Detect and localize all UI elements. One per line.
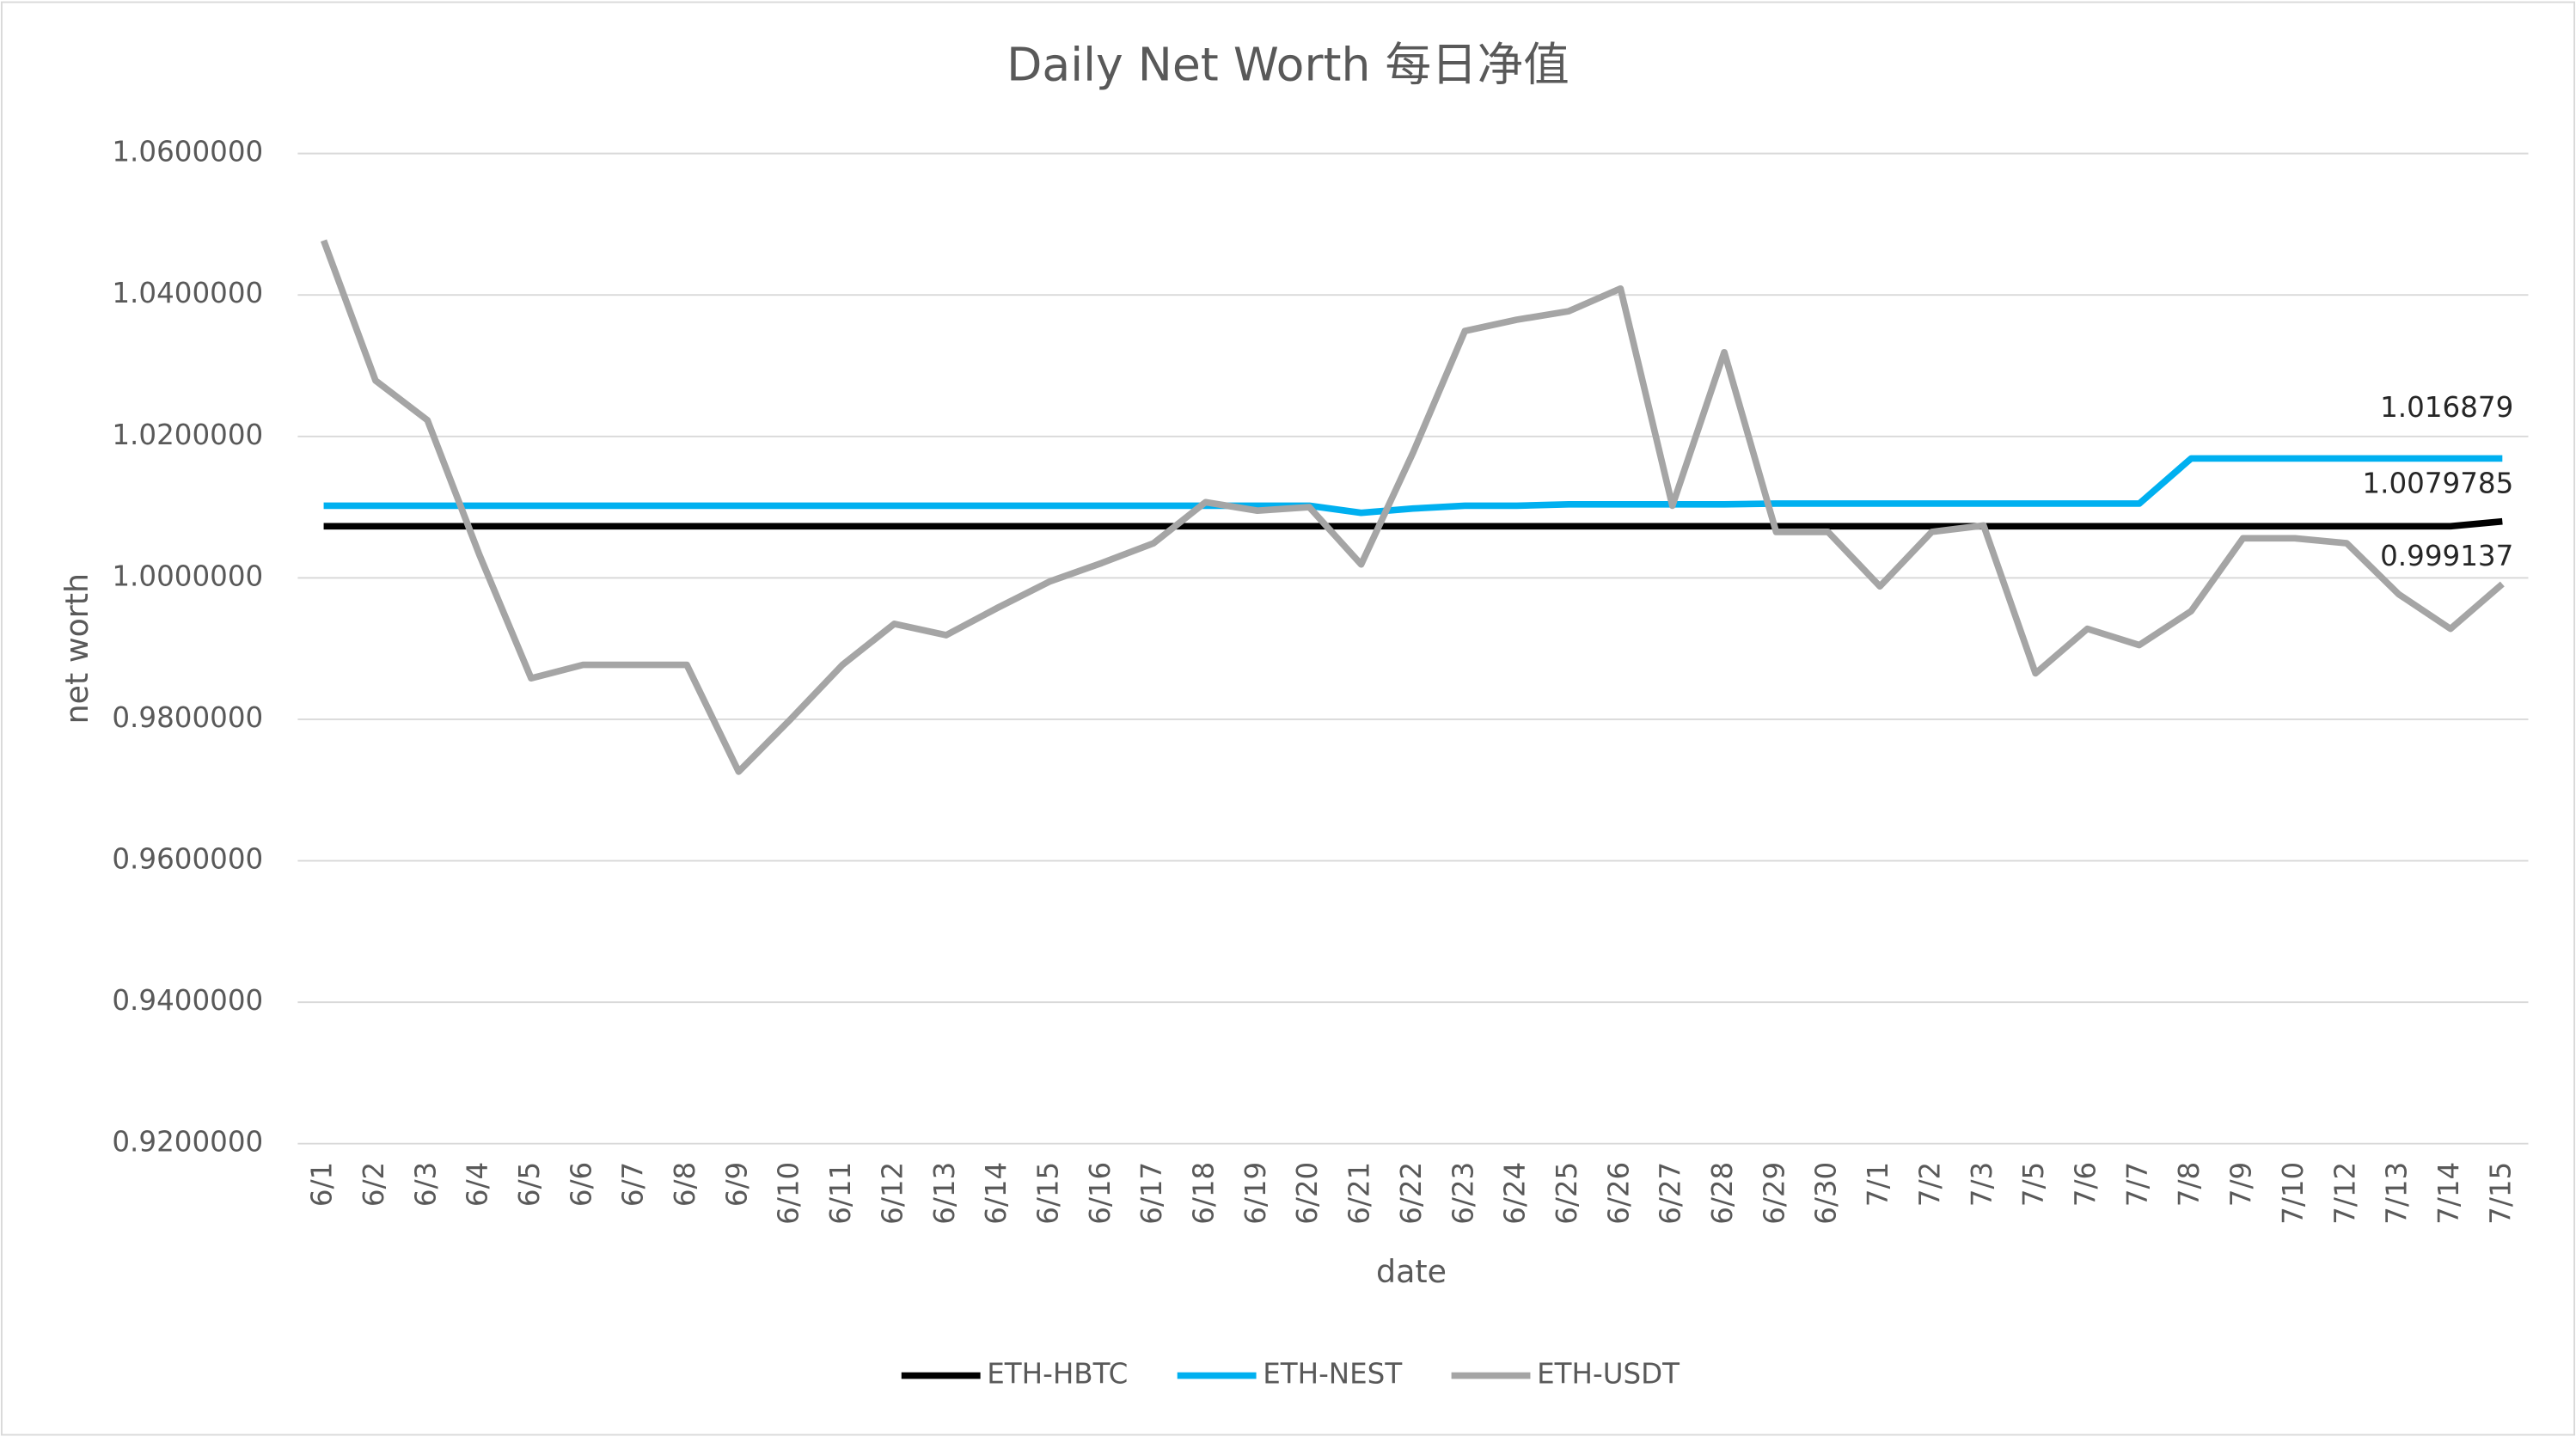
- series-line: [323, 455, 2503, 517]
- x-tick-label: 6/20: [1291, 1162, 1324, 1225]
- x-tick-label: 6/29: [1758, 1162, 1790, 1225]
- data-label: 1.016879: [2380, 391, 2513, 424]
- x-tick-label: 7/8: [2173, 1162, 2206, 1207]
- x-tick-label: 6/15: [1031, 1162, 1064, 1225]
- x-tick-label: 6/21: [1343, 1162, 1376, 1225]
- x-tick-label: 7/5: [2017, 1162, 2050, 1207]
- x-tick-label: 6/26: [1602, 1162, 1635, 1225]
- y-tick-label: 0.9800000: [112, 701, 263, 734]
- x-tick-label: 7/10: [2277, 1162, 2310, 1225]
- x-tick-label: 6/11: [824, 1162, 857, 1225]
- x-tick-label: 6/22: [1395, 1162, 1428, 1225]
- x-tick-label: 7/3: [1966, 1162, 1998, 1207]
- x-tick-label: 7/13: [2381, 1162, 2414, 1225]
- y-axis-title: net worth: [58, 573, 95, 724]
- x-tick-label: 7/14: [2432, 1162, 2465, 1225]
- x-tick-label: 6/17: [1135, 1162, 1168, 1225]
- x-tick-label: 6/2: [358, 1162, 390, 1207]
- x-tick-label: 6/7: [617, 1162, 650, 1207]
- x-tick-label: 6/3: [409, 1162, 442, 1207]
- y-tick-label: 1.0600000: [112, 136, 263, 168]
- x-tick-label: 6/4: [462, 1162, 494, 1207]
- x-tick-label: 6/19: [1239, 1162, 1272, 1225]
- x-tick-label: 6/12: [876, 1162, 909, 1225]
- x-tick-label: 7/2: [1913, 1162, 1946, 1207]
- x-tick-label: 6/25: [1551, 1162, 1583, 1225]
- y-tick-label: 1.0200000: [112, 419, 263, 451]
- x-tick-label: 7/1: [1862, 1162, 1894, 1207]
- chart-title: Daily Net Worth 每日净值: [1007, 38, 1569, 92]
- x-tick-label: 6/23: [1447, 1162, 1479, 1225]
- legend-label: ETH-USDT: [1537, 1358, 1680, 1391]
- x-tick-label: 6/16: [1084, 1162, 1117, 1225]
- x-tick-label: 6/14: [980, 1162, 1013, 1225]
- series-line: [320, 239, 2505, 775]
- series-line: [323, 517, 2503, 530]
- x-tick-label: 6/27: [1655, 1162, 1687, 1225]
- data-label: 1.0079785: [2362, 468, 2513, 500]
- x-tick-label: 7/12: [2328, 1162, 2361, 1225]
- x-tick-label: 6/1: [306, 1162, 339, 1207]
- legend-label: ETH-HBTC: [987, 1358, 1128, 1391]
- x-tick-label: 7/9: [2225, 1162, 2258, 1207]
- x-tick-label: 6/10: [773, 1162, 805, 1225]
- x-tick-label: 6/5: [513, 1162, 546, 1207]
- y-tick-label: 1.0400000: [112, 277, 263, 309]
- x-tick-label: 7/6: [2070, 1162, 2102, 1207]
- x-tick-label: 6/6: [565, 1162, 597, 1207]
- x-tick-label: 7/7: [2121, 1162, 2154, 1207]
- x-axis-title: date: [1376, 1253, 1447, 1290]
- y-tick-label: 1.0000000: [112, 560, 263, 592]
- y-tick-label: 0.9400000: [112, 984, 263, 1017]
- y-tick-label: 0.9600000: [112, 843, 263, 876]
- x-tick-label: 6/9: [720, 1162, 753, 1207]
- x-tick-label: 7/15: [2484, 1162, 2517, 1225]
- y-tick-label: 0.9200000: [112, 1126, 263, 1159]
- data-label: 0.999137: [2380, 540, 2513, 572]
- x-tick-label: 6/28: [1706, 1162, 1739, 1225]
- legend-label: ETH-NEST: [1263, 1358, 1402, 1391]
- x-tick-label: 6/13: [928, 1162, 961, 1225]
- x-tick-label: 6/8: [669, 1162, 701, 1207]
- x-tick-label: 6/18: [1188, 1162, 1221, 1225]
- x-tick-label: 6/30: [1810, 1162, 1843, 1225]
- x-tick-label: 6/24: [1499, 1162, 1532, 1225]
